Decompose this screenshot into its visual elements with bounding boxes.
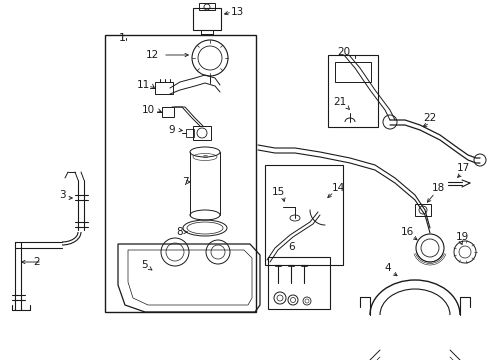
Text: 10: 10 <box>141 105 154 115</box>
Text: 2: 2 <box>34 257 40 267</box>
Text: 14: 14 <box>331 183 344 193</box>
Bar <box>334 62 370 82</box>
Text: 12: 12 <box>145 50 158 60</box>
Text: 3: 3 <box>59 190 65 200</box>
Text: 11: 11 <box>136 80 149 90</box>
Bar <box>105 35 256 312</box>
Bar <box>155 82 173 94</box>
Text: 8: 8 <box>176 227 183 237</box>
Text: 6: 6 <box>288 242 295 252</box>
Text: 5: 5 <box>142 260 148 270</box>
Bar <box>267 257 329 309</box>
Text: 15: 15 <box>271 187 284 197</box>
Bar <box>185 129 194 137</box>
Bar <box>264 165 342 265</box>
Bar <box>193 126 210 140</box>
Text: 17: 17 <box>455 163 468 173</box>
Bar <box>199 3 215 10</box>
Bar <box>327 55 377 127</box>
Text: 7: 7 <box>182 177 188 187</box>
Text: 13: 13 <box>230 7 243 17</box>
Bar <box>414 204 430 216</box>
Text: 20: 20 <box>337 47 350 57</box>
Bar <box>162 107 174 117</box>
Text: 1: 1 <box>118 33 125 43</box>
Text: 4: 4 <box>384 263 390 273</box>
Text: 21: 21 <box>333 97 346 107</box>
Text: 9: 9 <box>168 125 175 135</box>
Text: 22: 22 <box>423 113 436 123</box>
Bar <box>193 8 221 30</box>
Text: 16: 16 <box>400 227 413 237</box>
Text: 18: 18 <box>430 183 444 193</box>
Text: 19: 19 <box>454 232 468 242</box>
